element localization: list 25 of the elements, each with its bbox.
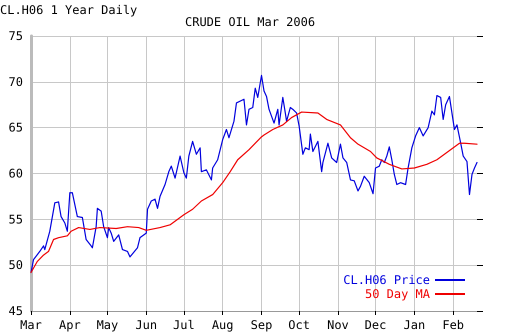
y-tick-label: 70	[8, 74, 23, 89]
legend-label: 50 Day MA	[364, 287, 431, 301]
x-tick-label: Jul	[173, 318, 195, 332]
text: CL.H06 1 Year Daily	[0, 3, 138, 17]
x-tick-label: Jun	[135, 318, 158, 332]
x-tick-label: Aug	[212, 318, 234, 332]
x-tick-label: Apr	[58, 318, 81, 332]
x-tick-label: May	[96, 318, 118, 332]
x-tick-label: Oct	[288, 318, 310, 332]
legend-label: CL.H06 Price	[343, 273, 430, 287]
x-tick-label: Feb	[442, 318, 464, 332]
x-tick-label: Nov	[327, 318, 349, 332]
y-tick-label: 60	[8, 166, 23, 180]
x-tick-label: Mar	[20, 318, 42, 332]
y-tick-label: 65	[8, 120, 23, 135]
y-tick-label: 50	[8, 258, 23, 272]
x-tick-label: Dec	[364, 318, 386, 332]
y-tick-label: 45	[8, 304, 23, 318]
x-tick-label: Jan	[404, 318, 426, 332]
y-tick-label: 55	[8, 212, 23, 226]
line-series	[30, 111, 478, 274]
chart-title: CRUDE OIL Mar 2006	[185, 15, 316, 29]
y-tick-label: 75	[8, 29, 23, 43]
x-tick-label: Sep	[250, 318, 272, 332]
line-series	[30, 74, 478, 274]
